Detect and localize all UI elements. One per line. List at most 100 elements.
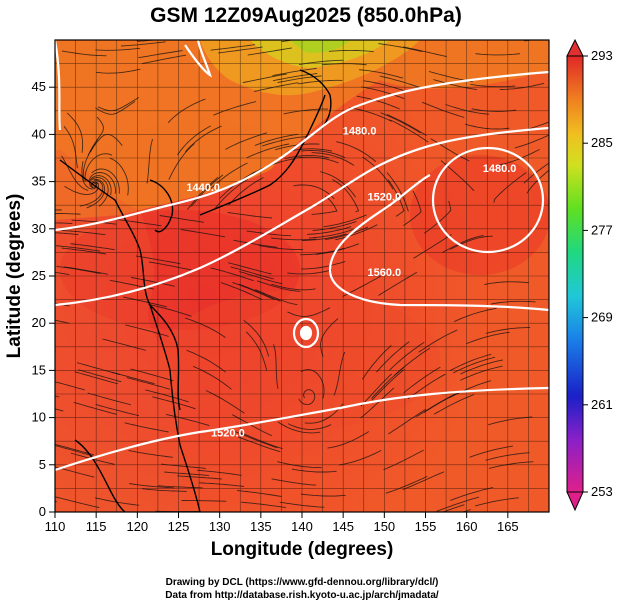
colorbar-tick-label: 261 [591, 397, 613, 412]
streamline [271, 237, 316, 241]
streamline [273, 344, 279, 389]
y-axis-ticks: 0 5 10 15 20 25 30 35 40 45 [32, 79, 55, 519]
streamline [485, 327, 531, 334]
warm-patch [160, 290, 440, 430]
streamline [238, 283, 281, 302]
streamline [484, 281, 530, 285]
streamline [371, 366, 404, 399]
japan [199, 94, 326, 216]
streamline [121, 41, 166, 47]
streamline [55, 381, 86, 391]
streamline [157, 485, 203, 489]
streamline [235, 431, 278, 449]
streamline [55, 445, 94, 457]
streamline [445, 104, 490, 115]
streamline [56, 265, 101, 274]
streamline [335, 224, 378, 241]
streamline [386, 172, 409, 212]
streamline [450, 235, 493, 250]
credit-line-1: Drawing by DCL (https://www.gfd-dennou.o… [166, 577, 439, 588]
streamline [239, 271, 283, 285]
typhoon-contour [292, 317, 320, 349]
streamline [213, 101, 257, 116]
streamline [210, 44, 256, 51]
streamline [287, 148, 333, 152]
streamline [95, 403, 140, 417]
streamline [228, 177, 264, 206]
streamline [284, 155, 330, 160]
streamline [55, 209, 62, 211]
streamline [165, 413, 210, 427]
height-contours [55, 40, 549, 472]
contour-label: 1480.0 [483, 163, 517, 175]
streamline [328, 49, 374, 53]
y-tick-label: 35 [32, 174, 46, 189]
credit-line-2: Data from http://database.rish.kyoto-u.a… [165, 590, 439, 601]
contour-label: 1480.0 [343, 125, 377, 137]
streamline [116, 219, 162, 227]
streamline [363, 80, 407, 93]
streamline [138, 50, 183, 59]
streamline [470, 83, 516, 88]
streamline [123, 296, 168, 308]
streamline [125, 324, 169, 337]
streamline [63, 266, 108, 275]
streamline [95, 101, 136, 115]
streamline [227, 212, 273, 219]
streamline [430, 138, 470, 162]
streamline [413, 234, 452, 259]
streamline [485, 452, 530, 461]
streamline [514, 134, 549, 149]
streamline [136, 255, 181, 265]
streamline [499, 82, 545, 90]
streamline [311, 195, 338, 215]
streamline [323, 214, 367, 228]
streamline [338, 450, 382, 466]
streamline [320, 318, 339, 358]
streamline [141, 54, 187, 65]
streamline [95, 68, 141, 74]
contour-line [184, 40, 212, 78]
streamline [449, 353, 492, 372]
grid-lines [55, 40, 549, 512]
streamline [321, 63, 367, 66]
streamline [185, 125, 222, 153]
contour-label: 1520.0 [211, 427, 245, 439]
streamline [87, 392, 132, 406]
streamline [315, 243, 360, 255]
streamline [464, 123, 510, 130]
streamline [66, 112, 84, 153]
streamline [336, 141, 377, 162]
colorbar-top-arrow [566, 38, 584, 57]
streamline [130, 368, 174, 382]
streamline [294, 156, 339, 164]
streamline [168, 143, 195, 180]
y-axis-label: Latitude (degrees) [4, 194, 25, 359]
streamline [325, 226, 369, 241]
streamline [124, 422, 169, 433]
streamline [82, 139, 98, 181]
colorbar-bottom-arrow [566, 491, 584, 512]
streamline [245, 331, 268, 371]
streamline [193, 365, 232, 390]
y-tick-label: 5 [39, 457, 46, 472]
streamline [137, 40, 158, 42]
streamline [272, 68, 317, 77]
taiwan-philippines [149, 304, 181, 411]
streamline [230, 266, 275, 280]
y-tick-label: 20 [32, 315, 46, 330]
x-axis-label: Longitude (degrees) [211, 539, 394, 560]
streamline [279, 501, 325, 508]
streamline [220, 282, 263, 301]
streamline [55, 395, 60, 398]
streamline [466, 331, 510, 345]
streamline [469, 445, 513, 458]
streamline [55, 271, 70, 276]
streamline [181, 500, 227, 502]
chart-title: GSM 12Z09Aug2025 (850.0hPa) [150, 4, 462, 27]
streamline [55, 500, 57, 503]
colorbar-tick-label: 253 [591, 484, 613, 499]
streamline [332, 179, 360, 213]
y-tick-label: 25 [32, 268, 46, 283]
streamline [402, 46, 447, 57]
